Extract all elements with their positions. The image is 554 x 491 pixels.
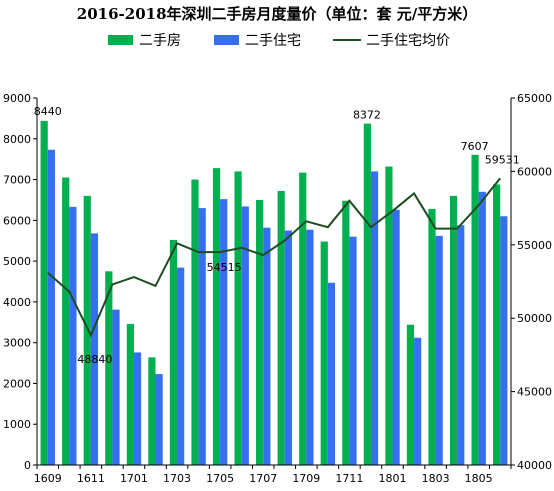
right-tick-label: 55000 [517,239,552,252]
bar-二手房-1801 [385,166,393,465]
bar-二手房-1711 [342,200,350,465]
legend: 二手房 二手住宅 二手住宅均价 [108,33,450,49]
data-label: 8372 [353,109,381,122]
left-tick-label: 1000 [3,418,31,431]
left-tick-label: 9000 [3,92,31,105]
bar-二手房-1805 [471,154,479,466]
bar-二手房-1611 [83,195,91,465]
legend-label-二手房: 二手房 [139,33,181,49]
x-tick-label: 1703 [163,472,191,485]
x-tick-label: 1611 [77,472,105,485]
plot-area: 0 1000 2000 3000 4000 5000 6000 7000 8000 9000 400… [3,92,552,485]
bar-二手房-1709 [299,172,307,465]
bar-二手住宅-1704 [198,208,206,465]
bar-二手房-1704 [191,179,199,465]
bar-二手住宅-1702 [155,374,163,465]
x-tick-label: 1803 [422,472,450,485]
right-tick-label: 65000 [517,92,552,105]
x-tick-label: 1711 [335,472,363,485]
left-tick-label: 5000 [3,255,31,268]
bar-二手房-1712 [363,123,371,466]
data-label: 48840 [77,353,112,366]
legend-swatch-二手住宅 [214,35,239,45]
right-tick-label: 50000 [517,312,552,325]
bar-二手住宅-1712 [370,171,379,465]
bar-二手房-1609 [40,120,48,465]
bar-二手住宅-1707 [263,227,271,465]
bar-二手住宅-1805 [478,191,486,466]
bar-二手房-1710 [320,241,328,465]
bar-二手房-1806 [493,184,501,465]
x-tick-label: 1609 [34,472,62,485]
bar-二手住宅-1706 [241,206,249,465]
left-tick-label: 3000 [3,337,31,350]
bar-二手住宅-1710 [327,282,336,465]
legend-label-二手住宅: 二手住宅 [245,33,301,49]
bar-二手房-1804 [449,195,458,465]
legend-label-二手住宅均价: 二手住宅均价 [366,33,450,49]
x-tick-label: 1805 [465,472,493,485]
bar-二手住宅-1711 [349,236,357,465]
x-tick-label: 1705 [206,472,234,485]
left-tick-label: 4000 [3,296,31,309]
bar-二手房-1701 [126,323,134,465]
bar-二手住宅-1701 [133,352,142,465]
left-tick-label: 2000 [3,377,31,390]
right-tick-label: 40000 [517,459,552,472]
bar-二手住宅-1703 [177,267,185,465]
left-tick-label: 7000 [3,174,31,187]
bar-二手房-1707 [256,199,264,465]
data-label: 59531 [485,153,520,166]
left-tick-label: 0 [24,459,31,472]
bar-二手房-1706 [234,171,242,465]
left-tick-label: 6000 [3,214,31,227]
bar-二手房-1708 [277,190,285,465]
bar-二手房-1612 [105,271,113,465]
left-tick-label: 8000 [3,133,31,146]
bar-二手房-1705 [212,168,221,465]
bar-二手住宅-1705 [220,199,228,465]
x-tick-label: 1801 [379,472,407,485]
bar-二手住宅-1803 [435,235,443,465]
bar-二手住宅-1804 [457,225,465,465]
legend-swatch-二手房 [108,35,133,45]
right-tick-label: 60000 [517,165,552,178]
bar-二手住宅-1609 [47,149,55,466]
x-tick-label: 1701 [120,472,148,485]
bar-二手住宅-1801 [392,209,400,465]
bar-二手房-1702 [148,357,156,465]
data-label: 8440 [34,105,62,118]
bar-二手住宅-1806 [500,216,508,465]
x-tick-label: 1709 [292,472,320,485]
bar-二手房-1802 [406,324,415,465]
bar-二手房-1703 [169,239,178,465]
bar-二手住宅-1709 [306,229,314,465]
data-label: 54515 [207,261,242,274]
bar-二手住宅-1612 [112,309,120,465]
line-二手住宅均价 [47,177,502,338]
bar-二手住宅-1802 [414,337,422,465]
bar-二手住宅-1610 [69,206,77,465]
bar-二手房-1803 [428,208,436,466]
chart-title: 2016-2018年深圳二手房月度量价（单位：套 元/平方米） [77,5,477,23]
data-label: 7607 [461,140,489,153]
x-tick-label: 1707 [249,472,277,485]
right-tick-label: 45000 [517,386,552,399]
bar-二手住宅-1708 [284,230,292,465]
bar-二手房-1610 [62,177,70,465]
bar-二手住宅-1611 [90,233,99,465]
